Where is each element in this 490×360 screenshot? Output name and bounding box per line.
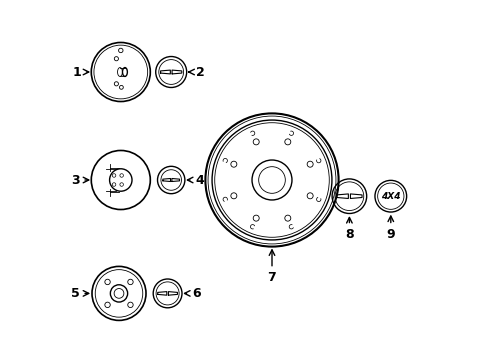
Text: 9: 9 bbox=[387, 216, 395, 241]
Text: 8: 8 bbox=[345, 217, 354, 241]
Text: 6: 6 bbox=[185, 287, 201, 300]
Text: 3: 3 bbox=[71, 174, 89, 186]
Text: 2: 2 bbox=[189, 66, 204, 78]
Text: 5: 5 bbox=[71, 287, 89, 300]
Text: 7: 7 bbox=[268, 250, 276, 284]
Text: 4: 4 bbox=[187, 174, 204, 186]
Text: 1: 1 bbox=[72, 66, 89, 78]
Text: 4X4: 4X4 bbox=[381, 192, 400, 201]
